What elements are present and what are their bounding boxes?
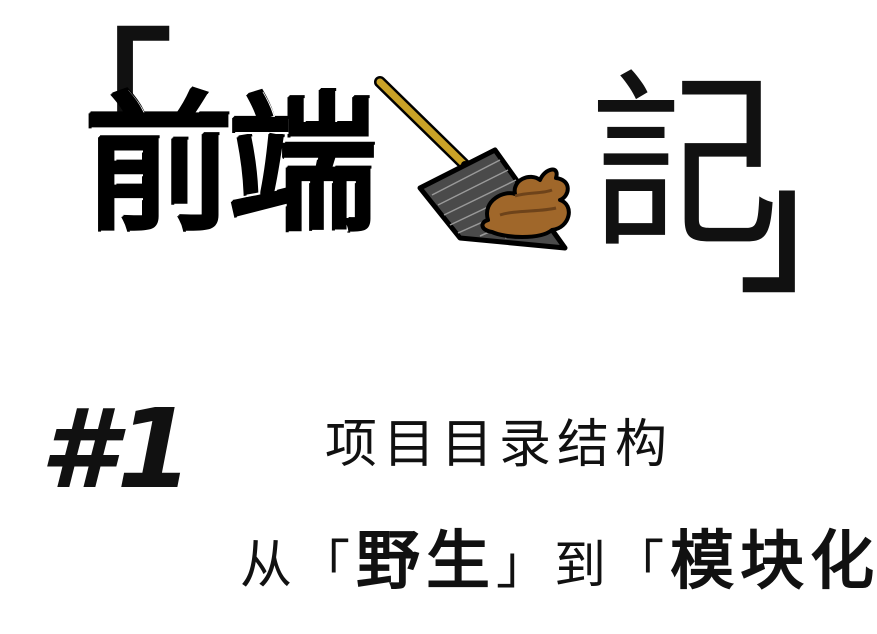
- subtitle-line1: 项目目录结构: [325, 415, 674, 475]
- subtitle-bracket-close-1: 」: [496, 536, 555, 596]
- title-bracket-close: 」: [740, 137, 877, 313]
- subtitle-word-modular: 模块化: [670, 525, 877, 599]
- subtitle-word-wild: 野生: [356, 525, 497, 599]
- title-bracket-open: 「: [22, 15, 173, 191]
- subtitle-prefix: 从: [240, 536, 299, 596]
- title-char-note: 記: [590, 54, 781, 275]
- subtitle-bracket-open-2: 「: [612, 536, 671, 596]
- issue-number: #1: [40, 385, 194, 513]
- subtitle-bracket-open-1: 「: [298, 536, 357, 596]
- subtitle-mid: 到: [554, 536, 613, 596]
- title-word: 前端: [84, 77, 378, 253]
- subtitle-line2: 从「野生」到「模块化」: [240, 510, 877, 602]
